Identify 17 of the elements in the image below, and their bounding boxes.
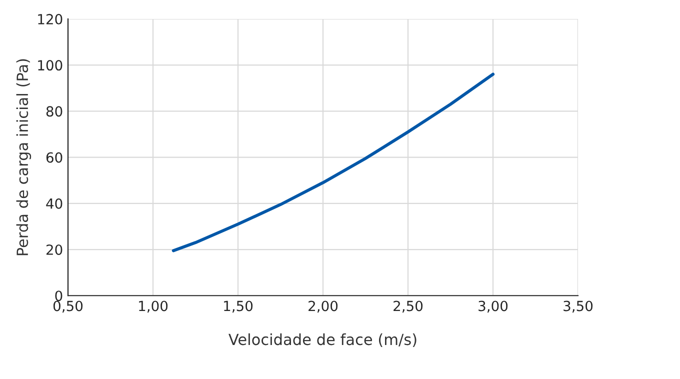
x-tick-label: 3,00 (478, 300, 508, 313)
x-tick-label: 2,50 (394, 300, 423, 313)
line-series (172, 72, 495, 252)
y-axis-title: Perda de carga inicial (Pa) (16, 59, 32, 256)
x-tick-label: 3,50 (564, 300, 593, 313)
x-axis-title: Velocidade de face (m/s) (228, 333, 416, 347)
y-tick-label: 0 (55, 290, 62, 302)
x-tick-label: 0,50 (53, 300, 83, 313)
y-tick-label: 100 (38, 60, 62, 71)
y-tick-label: 40 (46, 198, 62, 209)
y-tick-label: 120 (38, 14, 62, 24)
x-tick-label: 1,50 (224, 300, 253, 313)
y-tick-label: 80 (46, 106, 62, 117)
x-tick-label: 2,00 (308, 300, 338, 313)
y-tick-label: 20 (46, 244, 62, 255)
y-tick-label: 60 (46, 152, 62, 163)
x-tick-label: 1,00 (139, 300, 168, 313)
